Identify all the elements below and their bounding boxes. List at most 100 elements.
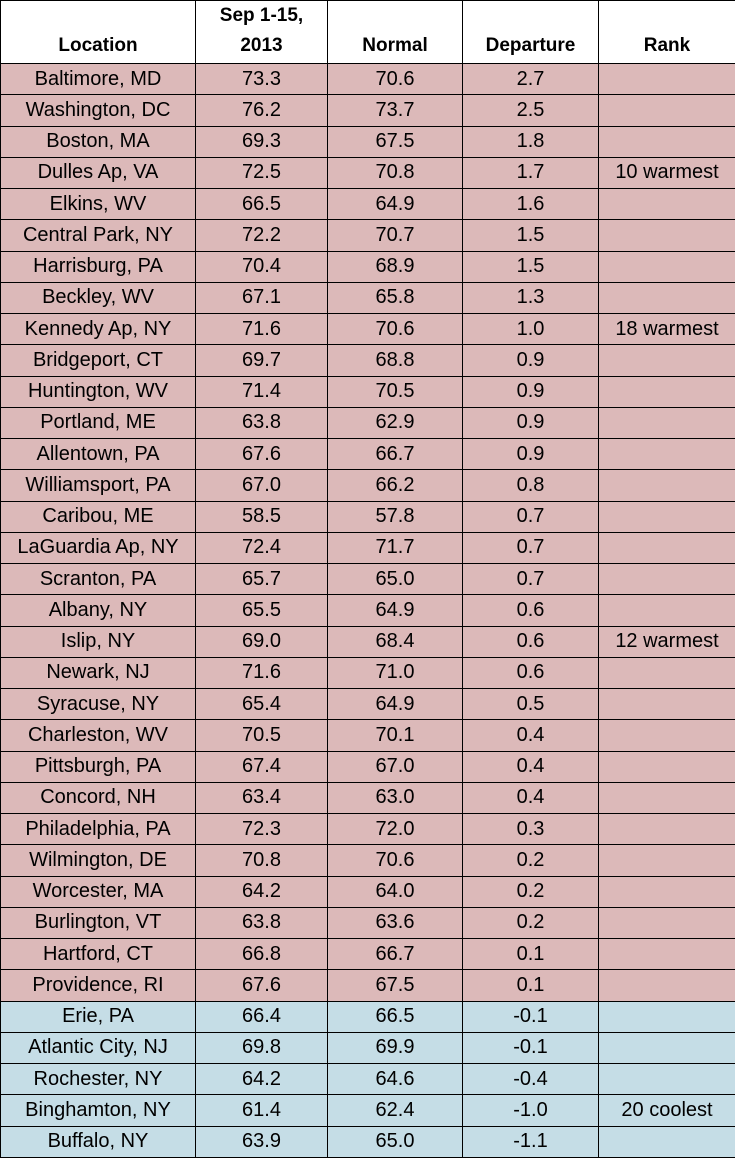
location-cell: Atlantic City, NJ [0, 1031, 196, 1065]
header-row: Location Sep 1-15, 2013 Normal Departure… [0, 0, 735, 64]
table-row: Burlington, VT 63.8 63.6 0.2 [0, 906, 735, 940]
table-row: Concord, NH 63.4 63.0 0.4 [0, 781, 735, 815]
period-cell: 69.0 [195, 625, 328, 658]
rank-cell [598, 281, 735, 315]
rank-cell [598, 969, 735, 1002]
location-cell: Scranton, PA [0, 562, 196, 596]
normal-cell: 67.5 [327, 125, 463, 158]
table-row: Hartford, CT 66.8 66.7 0.1 [0, 937, 735, 971]
table-row: Erie, PA 66.4 66.5 -0.1 [0, 1000, 735, 1033]
period-cell: 76.2 [195, 94, 328, 127]
table-row: Dulles Ap, VA 72.5 70.8 1.7 10 warmest [0, 156, 735, 190]
table-row: Islip, NY 69.0 68.4 0.6 12 warmest [0, 625, 735, 658]
normal-cell: 66.5 [327, 1000, 463, 1033]
normal-cell: 64.9 [327, 594, 463, 627]
departure-cell: 1.6 [462, 187, 599, 221]
period-cell: 65.5 [195, 594, 328, 627]
departure-cell: 0.8 [462, 469, 599, 502]
normal-cell: 67.0 [327, 750, 463, 783]
period-cell: 66.8 [195, 937, 328, 971]
normal-cell: 70.6 [327, 844, 463, 877]
normal-cell: 71.7 [327, 531, 463, 565]
period-cell: 70.8 [195, 844, 328, 877]
period-cell: 66.4 [195, 1000, 328, 1033]
table-row: Beckley, WV 67.1 65.8 1.3 [0, 281, 735, 315]
table-row: Huntington, WV 71.4 70.5 0.9 [0, 375, 735, 408]
normal-cell: 57.8 [327, 500, 463, 533]
table-row: Wilmington, DE 70.8 70.6 0.2 [0, 844, 735, 877]
rank-cell [598, 687, 735, 721]
rank-cell [598, 375, 735, 408]
rank-cell [598, 469, 735, 502]
departure-cell: -0.1 [462, 1000, 599, 1033]
rank-cell: 12 warmest [598, 625, 735, 658]
location-cell: Beckley, WV [0, 281, 196, 315]
normal-cell: 70.8 [327, 156, 463, 190]
location-cell: Hartford, CT [0, 937, 196, 971]
period-cell: 65.4 [195, 687, 328, 721]
table-row: Rochester, NY 64.2 64.6 -0.4 [0, 1062, 735, 1096]
table-row: Kennedy Ap, NY 71.6 70.6 1.0 18 warmest [0, 312, 735, 346]
normal-cell: 65.0 [327, 1125, 463, 1158]
rank-cell [598, 719, 735, 752]
table-row: Binghamton, NY 61.4 62.4 -1.0 20 coolest [0, 1094, 735, 1127]
location-cell: Harrisburg, PA [0, 250, 196, 283]
normal-cell: 65.8 [327, 281, 463, 315]
table-row: Caribou, ME 58.5 57.8 0.7 [0, 500, 735, 533]
rank-cell [598, 562, 735, 596]
period-cell: 72.2 [195, 219, 328, 252]
rank-cell [598, 656, 735, 690]
departure-cell: 0.4 [462, 719, 599, 752]
table-row: Buffalo, NY 63.9 65.0 -1.1 [0, 1125, 735, 1158]
header-cell: Normal [327, 0, 463, 64]
header-cell: Rank [598, 0, 735, 64]
location-cell: Washington, DC [0, 94, 196, 127]
table-row: Albany, NY 65.5 64.9 0.6 [0, 594, 735, 627]
location-cell: Williamsport, PA [0, 469, 196, 502]
location-cell: Kennedy Ap, NY [0, 312, 196, 346]
period-cell: 58.5 [195, 500, 328, 533]
table-row: Harrisburg, PA 70.4 68.9 1.5 [0, 250, 735, 283]
normal-cell: 63.0 [327, 781, 463, 815]
normal-cell: 73.7 [327, 94, 463, 127]
period-cell: 71.4 [195, 375, 328, 408]
departure-cell: 0.9 [462, 437, 599, 471]
departure-cell: -0.1 [462, 1031, 599, 1065]
departure-cell: 0.2 [462, 844, 599, 877]
departure-cell: 0.3 [462, 812, 599, 846]
departure-cell: 0.4 [462, 781, 599, 815]
normal-cell: 71.0 [327, 656, 463, 690]
header-cell: Sep 1-15, 2013 [195, 0, 328, 64]
normal-cell: 70.1 [327, 719, 463, 752]
rank-cell [598, 906, 735, 940]
normal-cell: 66.7 [327, 937, 463, 971]
rank-cell [598, 531, 735, 565]
departure-cell: 0.1 [462, 969, 599, 1002]
rank-cell: 20 coolest [598, 1094, 735, 1127]
rank-cell [598, 437, 735, 471]
location-cell: Providence, RI [0, 969, 196, 1002]
period-cell: 64.2 [195, 1062, 328, 1096]
location-cell: Charleston, WV [0, 719, 196, 752]
departure-cell: -1.1 [462, 1125, 599, 1158]
rank-cell [598, 219, 735, 252]
rank-cell [598, 1000, 735, 1033]
rank-cell [598, 406, 735, 440]
normal-cell: 66.2 [327, 469, 463, 502]
normal-cell: 64.0 [327, 875, 463, 908]
period-cell: 72.5 [195, 156, 328, 190]
table-row: Portland, ME 63.8 62.9 0.9 [0, 406, 735, 440]
period-cell: 67.1 [195, 281, 328, 315]
table-row: Elkins, WV 66.5 64.9 1.6 [0, 187, 735, 221]
departure-cell: 1.8 [462, 125, 599, 158]
rank-cell [598, 844, 735, 877]
departure-cell: 1.3 [462, 281, 599, 315]
departure-cell: 0.2 [462, 906, 599, 940]
normal-cell: 64.9 [327, 187, 463, 221]
location-cell: Burlington, VT [0, 906, 196, 940]
departure-cell: 0.9 [462, 344, 599, 377]
rank-cell [598, 187, 735, 221]
location-cell: Erie, PA [0, 1000, 196, 1033]
normal-cell: 62.4 [327, 1094, 463, 1127]
